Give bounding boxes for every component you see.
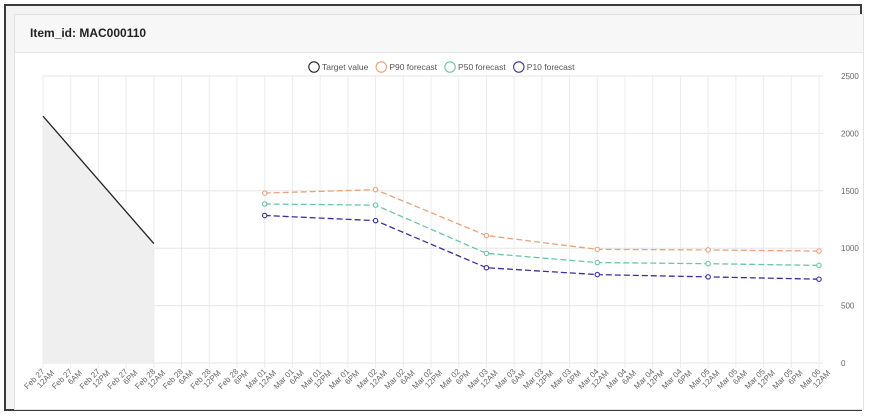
y-tick-label: 2500	[841, 72, 859, 81]
target-fill-area	[43, 116, 154, 364]
p90-forecast-point[interactable]	[816, 248, 822, 254]
target-value-line	[42, 115, 155, 245]
legend-item-p50-forecast[interactable]: P50 forecast	[444, 61, 507, 73]
p10-forecast-point[interactable]	[816, 276, 822, 282]
p50-forecast-point[interactable]	[705, 260, 711, 267]
y-tick-label: 2000	[841, 129, 859, 138]
panel-header: Item_id: MAC000110	[15, 15, 863, 53]
p90-forecast-point[interactable]	[372, 186, 379, 193]
p90-forecast-point[interactable]	[261, 190, 268, 196]
p90-forecast-point[interactable]	[483, 232, 490, 239]
legend-label: P50 forecast	[458, 62, 506, 72]
legend-swatch	[308, 61, 320, 73]
legend[interactable]: Target value P90 forecast P50 forecast P10 …	[308, 61, 576, 73]
y-tick-label: 500	[841, 302, 855, 311]
p90-forecast-point[interactable]	[594, 246, 601, 253]
legend-item-target-value[interactable]: Target value	[308, 61, 369, 73]
p10-forecast-point[interactable]	[594, 271, 601, 278]
p50-forecast-point[interactable]	[594, 259, 601, 266]
legend-label: Target value	[322, 62, 369, 72]
legend-item-p10-forecast[interactable]: P10 forecast	[513, 61, 576, 73]
p90-forecast-point[interactable]	[705, 247, 711, 253]
panel-title: Item_id: MAC000110	[30, 26, 147, 40]
legend-label: P10 forecast	[527, 62, 575, 72]
series-lines	[42, 115, 822, 282]
p10-forecast-point[interactable]	[705, 274, 711, 280]
window-frame: Item_id: MAC000110	[4, 4, 864, 411]
p10-forecast-point[interactable]	[483, 264, 490, 271]
target-value-area	[43, 116, 154, 364]
chart-panel: Item_id: MAC000110	[14, 14, 864, 410]
p50-forecast-line	[264, 203, 820, 267]
p50-forecast-point[interactable]	[816, 262, 822, 269]
p10-forecast-point[interactable]	[372, 217, 379, 224]
p10-forecast-line	[264, 214, 820, 280]
legend-swatch	[513, 61, 525, 73]
grid	[42, 75, 823, 368]
y-tick-label: 0	[841, 359, 846, 368]
legend-swatch	[444, 61, 456, 73]
p50-forecast-point[interactable]	[483, 250, 490, 257]
p50-forecast-point[interactable]	[261, 201, 268, 207]
p10-forecast-point[interactable]	[261, 212, 268, 219]
y-axis-ticks: 0 500 1000 1500 2000 2500	[841, 72, 859, 368]
y-tick-label: 1000	[841, 244, 859, 253]
y-tick-label: 1500	[841, 187, 859, 196]
p90-forecast-line	[264, 188, 820, 252]
legend-swatch	[375, 61, 388, 73]
p50-forecast-point[interactable]	[372, 202, 379, 208]
legend-label: P90 forecast	[389, 62, 437, 72]
legend-item-p90-forecast[interactable]: P90 forecast	[375, 61, 438, 73]
